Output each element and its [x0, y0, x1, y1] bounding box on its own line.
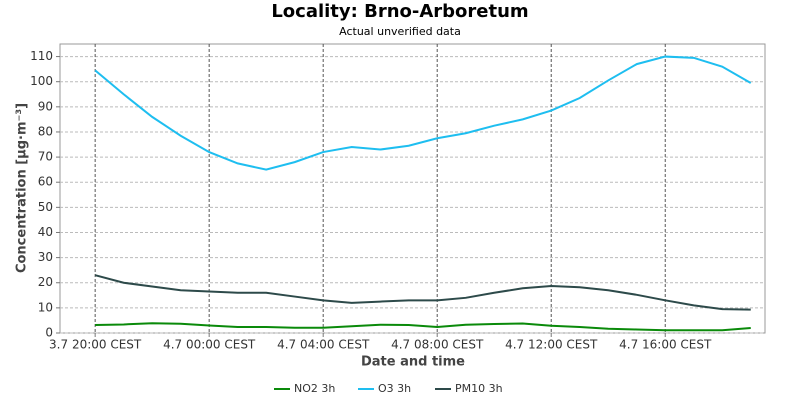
- y-tick-label: 70: [38, 150, 53, 164]
- y-tick-label: 30: [38, 250, 53, 264]
- y-tick-label: 90: [38, 99, 53, 113]
- y-tick-label: 50: [38, 200, 53, 214]
- series-line: [94, 55, 752, 171]
- x-tick-label: 4.7 08:00 CEST: [391, 338, 484, 352]
- y-tick-label: 110: [30, 49, 53, 63]
- chart-subtitle: Actual unverified data: [339, 25, 461, 38]
- y-tick-label: 80: [38, 124, 53, 138]
- y-tick-label: 0: [45, 326, 53, 340]
- chart-title: Locality: Brno-Arboretum: [271, 1, 528, 22]
- y-axis-label: Concentration [µg·m⁻³]: [15, 103, 30, 273]
- x-tick-label: 4.7 16:00 CEST: [619, 338, 712, 352]
- y-tick-label: 60: [38, 175, 53, 189]
- y-tick-label: 100: [30, 74, 53, 88]
- x-tick-label: 4.7 04:00 CEST: [277, 338, 370, 352]
- x-tick-label: 3.7 20:00 CEST: [49, 338, 142, 352]
- y-tick-label: 20: [38, 275, 53, 289]
- series-line: [95, 322, 751, 332]
- y-tick-label: 10: [38, 300, 53, 314]
- y-tick-label: 40: [38, 225, 53, 239]
- legend-label: O3 3h: [378, 382, 411, 395]
- plot-area: [59, 43, 766, 334]
- x-tick-label: 4.7 00:00 CEST: [163, 338, 256, 352]
- x-tick-label: 4.7 12:00 CEST: [505, 338, 598, 352]
- legend-label: NO2 3h: [294, 382, 335, 395]
- legend-label: PM10 3h: [455, 382, 503, 395]
- series-line: [94, 274, 751, 311]
- x-axis-label: Date and time: [361, 355, 465, 370]
